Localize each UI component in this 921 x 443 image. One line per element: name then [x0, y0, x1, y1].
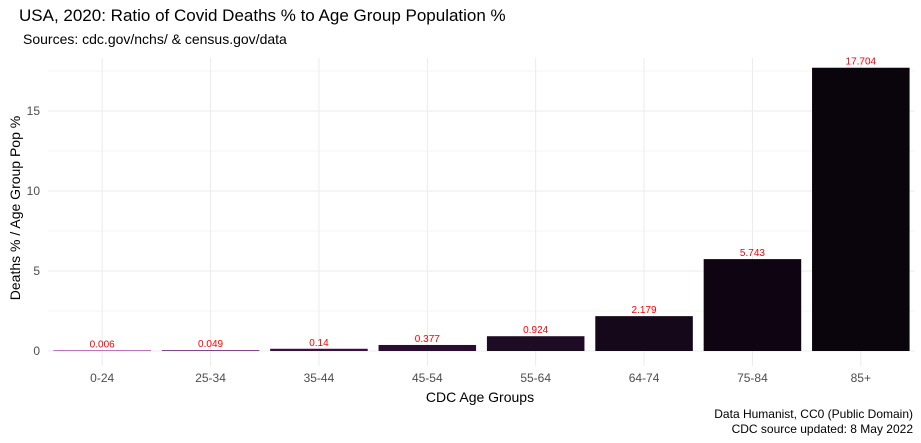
x-tick-label: 64-74 — [629, 371, 660, 385]
caption-line-1: Data Humanist, CC0 (Public Domain) — [714, 407, 913, 421]
y-tick-label: 10 — [27, 184, 41, 198]
bar — [812, 67, 910, 352]
data-label: 0.14 — [309, 338, 329, 349]
bars — [53, 67, 910, 352]
data-label: 2.179 — [632, 305, 657, 316]
x-tick-label: 0-24 — [90, 371, 114, 385]
chart-title: USA, 2020: Ratio of Covid Deaths % to Ag… — [19, 6, 506, 25]
x-tick-label: 35-44 — [304, 371, 335, 385]
data-labels: 0.006 0.049 0.14 0.377 0.924 2.179 5.743 17.704 — [90, 57, 877, 351]
x-tick-label: 75-84 — [737, 371, 768, 385]
y-tick-label: 0 — [33, 344, 40, 358]
bar — [486, 336, 585, 351]
bar — [703, 259, 802, 351]
y-axis-title: Deaths % / Age Group Pop % — [7, 116, 23, 300]
bar — [53, 350, 151, 351]
x-tick-label: 85+ — [851, 371, 871, 385]
data-label: 0.049 — [198, 339, 223, 350]
data-label: 5.743 — [740, 248, 765, 259]
data-label: 0.924 — [523, 325, 548, 336]
data-label: 17.704 — [846, 57, 877, 68]
x-tick-label: 55-64 — [520, 371, 551, 385]
chart-caption: Data Humanist, CC0 (Public Domain) CDC s… — [714, 407, 913, 437]
caption-line-2: CDC source updated: 8 May 2022 — [731, 422, 913, 436]
bar — [161, 350, 260, 351]
bar — [595, 316, 693, 351]
y-tick-label: 5 — [33, 264, 40, 278]
x-tick-label: 25-34 — [195, 371, 226, 385]
x-tick-labels: 0-24 25-34 35-44 45-54 55-64 64-74 75-84 85+ — [90, 371, 871, 385]
x-axis-title: CDC Age Groups — [426, 389, 534, 405]
x-tick-label: 45-54 — [412, 371, 443, 385]
bar — [378, 344, 477, 351]
y-tick-labels: 0 5 10 15 — [27, 104, 41, 358]
bar — [270, 348, 368, 351]
chart-subtitle: Sources: cdc.gov/nchs/ & census.gov/data — [23, 31, 287, 47]
data-label: 0.006 — [90, 339, 115, 350]
y-tick-label: 15 — [27, 104, 41, 118]
data-label: 0.377 — [415, 334, 440, 345]
